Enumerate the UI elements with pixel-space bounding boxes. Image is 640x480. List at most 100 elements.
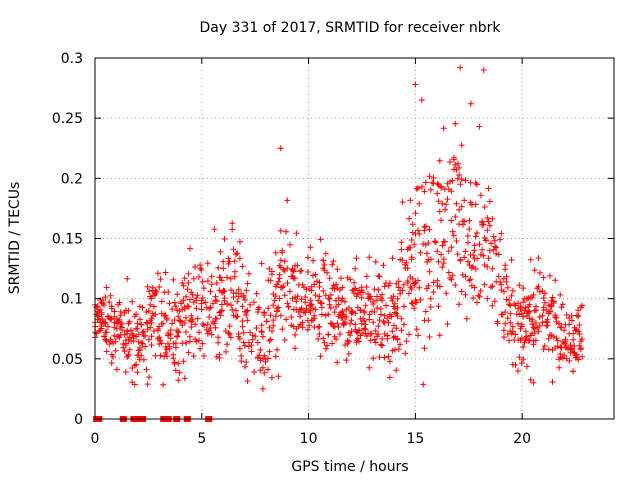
data-point <box>349 309 356 316</box>
data-point <box>520 285 527 292</box>
data-point <box>208 273 215 280</box>
data-point <box>221 297 228 304</box>
data-point <box>434 248 441 255</box>
data-point <box>481 281 488 288</box>
data-point <box>252 333 259 340</box>
data-point <box>307 244 314 251</box>
data-point <box>471 255 478 262</box>
data-point <box>218 301 225 308</box>
data-point <box>244 378 251 384</box>
data-point <box>225 329 232 336</box>
data-point <box>484 215 491 221</box>
data-point <box>421 188 428 195</box>
data-point <box>347 332 354 339</box>
data-point <box>558 304 565 311</box>
data-point <box>434 180 441 187</box>
data-point <box>111 308 118 315</box>
data-point <box>169 306 176 313</box>
data-point <box>121 348 128 355</box>
data-point <box>475 292 482 299</box>
data-point <box>488 284 494 291</box>
data-point <box>575 328 582 335</box>
data-point <box>523 333 530 340</box>
data-point <box>259 333 266 340</box>
data-point <box>570 349 577 356</box>
data-point <box>535 255 542 262</box>
data-point <box>217 308 224 315</box>
data-point <box>285 303 292 310</box>
data-point <box>298 267 305 274</box>
data-point <box>229 306 236 313</box>
data-point <box>234 313 241 320</box>
data-point <box>566 330 573 337</box>
data-point <box>291 275 298 282</box>
data-point <box>430 174 437 181</box>
data-point <box>102 336 109 343</box>
data-point <box>144 381 151 388</box>
data-point <box>390 322 397 329</box>
data-point <box>436 157 443 164</box>
data-point <box>226 258 233 265</box>
data-point <box>237 238 243 245</box>
data-point <box>356 338 362 345</box>
data-point <box>345 338 352 345</box>
data-point <box>507 302 514 309</box>
data-point <box>444 320 451 327</box>
data-point <box>181 275 188 282</box>
data-point <box>257 347 264 353</box>
data-point <box>204 330 211 337</box>
data-point <box>566 357 573 364</box>
data-point <box>540 274 547 281</box>
data-point <box>404 279 411 286</box>
data-point <box>409 221 416 228</box>
data-point <box>209 319 216 325</box>
data-point <box>540 346 547 353</box>
data-point <box>281 258 288 265</box>
data-point <box>343 357 350 364</box>
data-point <box>234 298 241 305</box>
data-point <box>520 344 527 350</box>
data-point <box>523 296 530 302</box>
data-point <box>208 331 215 338</box>
data-point <box>444 180 451 187</box>
data-point <box>315 336 322 342</box>
data-point <box>244 280 251 287</box>
data-point <box>107 292 114 299</box>
data-point <box>242 363 249 370</box>
data-point <box>541 343 548 349</box>
data-point <box>327 320 334 327</box>
data-point <box>463 315 470 322</box>
data-point <box>192 336 199 343</box>
data-point <box>555 320 562 327</box>
data-point <box>456 221 462 228</box>
data-point <box>525 308 532 315</box>
data-point <box>239 303 246 310</box>
data-point <box>448 217 455 224</box>
data-point <box>522 328 529 335</box>
data-point <box>299 319 306 326</box>
data-point <box>195 274 202 280</box>
data-point <box>322 250 329 257</box>
data-point <box>160 320 166 327</box>
data-point <box>98 325 105 332</box>
data-point <box>326 296 333 302</box>
data-point <box>107 338 114 345</box>
data-point <box>530 379 537 386</box>
data-point <box>461 254 468 261</box>
data-point <box>179 322 186 329</box>
data-point <box>277 145 284 152</box>
data-point <box>174 307 181 314</box>
data-point <box>334 359 341 366</box>
data-point <box>266 348 273 355</box>
data-point <box>423 285 430 292</box>
data-point <box>484 227 491 234</box>
data-point <box>503 296 510 303</box>
data-point <box>531 307 538 314</box>
data-point <box>436 283 443 290</box>
data-point <box>146 288 152 295</box>
data-point <box>166 343 173 350</box>
data-point <box>536 288 543 295</box>
data-point <box>128 327 134 334</box>
data-point <box>133 311 140 318</box>
data-point <box>177 318 184 325</box>
